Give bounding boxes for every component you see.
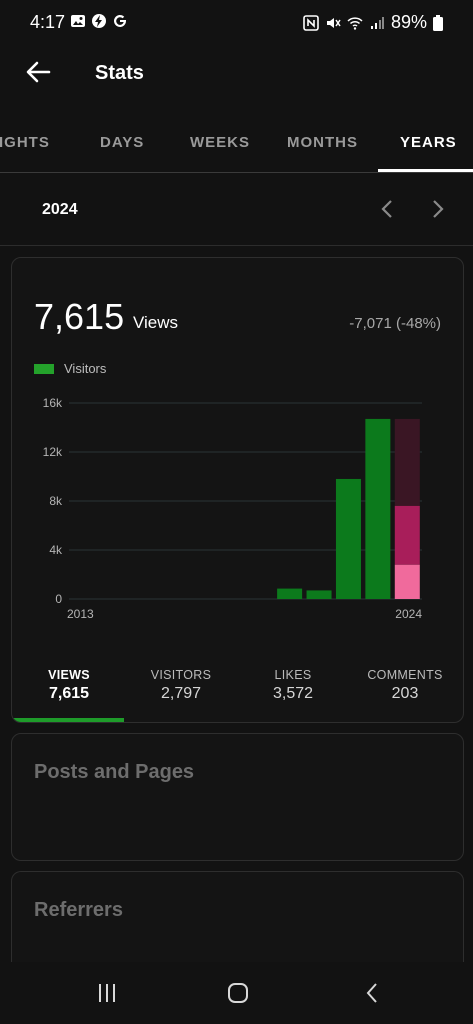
stat-likes-label: LIKES [274, 668, 312, 682]
tab-indicator [378, 169, 473, 172]
stat-visitors[interactable]: VISITORS 2,797 [126, 668, 236, 703]
x-tick-label-last: 2024 [395, 607, 422, 621]
period-tabs: SIGHTS DAYS WEEKS MONTHS YEARS [0, 110, 473, 173]
views-change: -7,071 (-48%) [349, 315, 441, 332]
y-tick-label: 4k [49, 543, 63, 557]
stat-comments[interactable]: COMMENTS 203 [350, 668, 460, 703]
y-tick-label: 16k [43, 396, 63, 410]
posts-and-pages-card[interactable]: Posts and Pages [11, 733, 464, 861]
bar-2024-middle [394, 505, 420, 565]
signal-icon [370, 16, 384, 29]
app-bar: Stats [0, 44, 473, 102]
google-icon [114, 14, 126, 27]
referrers-title: Referrers [34, 899, 123, 921]
period-label: 2024 [42, 201, 78, 218]
tab-weeks[interactable]: WEEKS [190, 134, 251, 151]
back-nav-icon[interactable] [360, 980, 386, 1006]
bar-2021 [306, 590, 332, 599]
y-tick-label: 8k [49, 494, 63, 508]
home-icon[interactable] [225, 980, 251, 1006]
views-bar-chart[interactable]: 0 4k 8k 12k 16k 2013 2024 [12, 383, 463, 633]
page-title: Stats [95, 62, 144, 84]
tab-months[interactable]: MONTHS [287, 134, 358, 151]
bar-2024 [394, 564, 420, 599]
x-tick-label-first: 2013 [67, 607, 94, 621]
bar-2020 [277, 588, 303, 599]
stat-views[interactable]: VIEWS 7,615 [14, 668, 124, 703]
stats-row: VIEWS 7,615 VISITORS 2,797 LIKES 3,572 C… [12, 668, 463, 722]
chart-legend: Visitors [34, 361, 106, 376]
stat-comments-label: COMMENTS [367, 668, 443, 682]
y-tick-label: 12k [43, 445, 63, 459]
posts-and-pages-title: Posts and Pages [34, 761, 195, 783]
wifi-icon [347, 16, 363, 30]
mute-icon [326, 17, 341, 28]
stat-comments-value: 203 [391, 685, 419, 702]
battery-icon [433, 14, 443, 31]
total-views-value: 7,615 [34, 296, 125, 337]
period-selector: 2024 [0, 172, 473, 246]
stat-selected-indicator [12, 718, 124, 722]
system-nav-bar [0, 962, 473, 1024]
total-views-unit: Views [133, 313, 179, 332]
status-time: 4:17 [30, 12, 66, 32]
stat-likes[interactable]: LIKES 3,572 [238, 668, 348, 703]
chevron-right-icon[interactable] [424, 196, 450, 222]
legend-label: Visitors [64, 361, 107, 376]
recent-apps-icon[interactable] [94, 980, 120, 1006]
bar-2023 [365, 418, 391, 599]
tab-years[interactable]: YEARS [400, 134, 457, 151]
stat-views-value: 7,615 [48, 685, 90, 702]
status-bar: 4:17 89% [0, 0, 473, 44]
tab-days[interactable]: DAYS [100, 134, 145, 151]
stat-likes-value: 3,572 [272, 685, 314, 702]
back-arrow-icon[interactable] [22, 56, 54, 88]
stat-visitors-label: VISITORS [150, 668, 212, 682]
nfc-icon [303, 14, 319, 31]
legend-swatch [34, 363, 54, 374]
y-tick-label: 0 [55, 592, 62, 606]
bar-2024-top [394, 418, 420, 506]
flash-icon [92, 14, 106, 28]
battery-percent: 89% [390, 12, 427, 32]
overview-card: 7,615 Views -7,071 (-48%) Visitors 0 4k 8k… [11, 257, 464, 723]
stat-views-label: VIEWS [48, 668, 90, 682]
chevron-left-icon[interactable] [375, 196, 401, 222]
gallery-icon [71, 15, 85, 27]
tab-insights[interactable]: SIGHTS [0, 134, 50, 151]
stat-visitors-value: 2,797 [160, 685, 202, 702]
bar-2022 [335, 478, 361, 599]
